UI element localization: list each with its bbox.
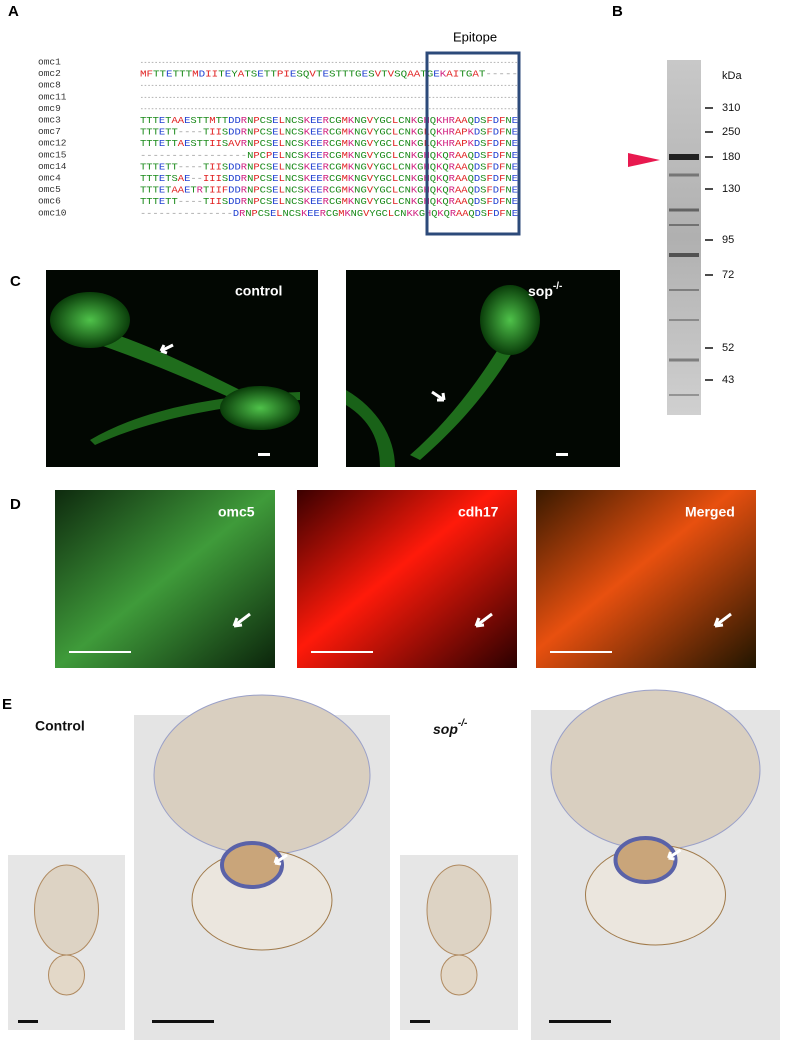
- band: [669, 173, 699, 177]
- scale-bar: [18, 1020, 38, 1023]
- arrow: [273, 853, 288, 866]
- sequence: ----------------------------------------…: [140, 91, 518, 102]
- fluorescence-image: Merged: [536, 490, 756, 668]
- marker-label: 72: [722, 269, 734, 281]
- scale-bar: [311, 651, 373, 653]
- arrow: [713, 612, 732, 628]
- histology-image: [8, 855, 125, 1030]
- scale-bar: [549, 1020, 611, 1023]
- image-label: Merged: [685, 504, 735, 520]
- fluorescence-image: omc5: [55, 490, 275, 668]
- sequence: TTTETT----TIISDDRNPCSELNCSKEERCGMKNGVYGC…: [140, 161, 518, 172]
- marker-label: 43: [722, 374, 734, 386]
- arrow: [667, 848, 682, 861]
- band: [669, 319, 699, 321]
- sequence-name: omc5: [38, 184, 61, 195]
- image-label: sop-/-: [528, 281, 562, 299]
- sequence-name: omc9: [38, 103, 61, 114]
- image-label: sop-/-: [433, 718, 468, 737]
- panel-label: A: [8, 3, 19, 20]
- band: [669, 289, 699, 291]
- sequence-name: omc3: [38, 115, 61, 126]
- sequence: ----------------------------------------…: [140, 80, 518, 91]
- tissue: [48, 954, 85, 996]
- image-label: cdh17: [458, 504, 499, 520]
- tissue: [550, 689, 761, 851]
- sequence-name: omc7: [38, 126, 61, 137]
- sequence: ----------------------------------------…: [140, 57, 518, 68]
- image: [55, 490, 275, 668]
- scale-bar: [69, 651, 131, 653]
- sequence-name: omc2: [38, 68, 61, 79]
- gut: [613, 836, 678, 884]
- western-blot: [667, 60, 701, 415]
- superscript: -/-: [553, 281, 562, 292]
- scale-bar: [152, 1020, 214, 1023]
- label-text: sop: [433, 721, 458, 737]
- sequence-name: omc12: [38, 138, 67, 149]
- marker-label: 130: [722, 183, 740, 195]
- sequence-name: omc15: [38, 149, 67, 160]
- marker-label: 310: [722, 102, 740, 114]
- sequence-name: omc11: [38, 91, 67, 102]
- scale-bar: [550, 651, 612, 653]
- sequence-name: omc6: [38, 196, 61, 207]
- panel-label: E: [2, 696, 12, 713]
- band: [669, 154, 699, 160]
- marker-label: 95: [722, 234, 734, 246]
- epitope-label: Epitope: [453, 29, 497, 44]
- marker-label: 52: [722, 342, 734, 354]
- label-text: sop: [528, 283, 553, 299]
- sequence: TTTETAAETRTIIFDDRNPCSELNCSKEERCGMKNGVYGC…: [140, 184, 518, 195]
- arrow: [232, 612, 251, 628]
- panel-label: D: [10, 496, 21, 513]
- sequence-name: omc4: [38, 173, 61, 184]
- tissue: [153, 694, 371, 856]
- fluorescence-image: [346, 270, 620, 467]
- tissue: [426, 864, 492, 956]
- tissue: [34, 864, 99, 956]
- tissue: [440, 954, 478, 996]
- sequence-name: omc8: [38, 80, 61, 91]
- epitope-box: [425, 51, 521, 236]
- sequence: TTTETAAESTTMTTDDRNPCSELNCSKEERCGMKNGVYGC…: [140, 115, 518, 126]
- band: [669, 358, 699, 362]
- panel-label: C: [10, 273, 21, 290]
- histology-image: [134, 694, 390, 1040]
- sequence: TTTETSAE--IIISDDRNPCSELNCSKEERCGMKNGVYGC…: [140, 173, 518, 184]
- band: [669, 224, 699, 226]
- arrow: [474, 612, 493, 628]
- sequence-name: omc1: [38, 57, 61, 68]
- histology-image: [400, 855, 518, 1030]
- gut: [220, 841, 284, 889]
- image-label: control: [235, 283, 282, 299]
- marker-label: 250: [722, 126, 740, 138]
- unit-label: kDa: [722, 70, 742, 82]
- sequence: TTTETTAESTTIISAVRNPCSELNCSKEERCGMKNGVYGC…: [140, 138, 518, 149]
- sequence: ---------------DRNPCSELNCSKEERCGMKNGVYGC…: [140, 207, 518, 218]
- band: [669, 253, 699, 257]
- sequence-name: omc14: [38, 161, 67, 172]
- image: [297, 490, 517, 668]
- band: [669, 208, 699, 212]
- band: [669, 394, 699, 396]
- histology-image: [531, 689, 780, 1040]
- image-label: Control: [35, 718, 85, 734]
- sequence: MFTTETTTMDIITEYATSETTPIESQVTESTTTGESVTVS…: [140, 68, 518, 79]
- fluorescence-image: cdh17: [297, 490, 517, 668]
- sequence: ----------------------------------------…: [140, 103, 518, 114]
- sequence: TTTETT----TIISDDRNPCSELNCSKEERCGMKNGVYGC…: [140, 196, 518, 207]
- image: [536, 490, 756, 668]
- superscript: -/-: [458, 718, 468, 729]
- marker-label: 180: [722, 151, 740, 163]
- sequence: TTTETT----TIISDDRNPCSELNCSKEERCGMKNGVYGC…: [140, 126, 518, 137]
- scale-bar: [410, 1020, 430, 1023]
- fluorescence-image: [46, 270, 318, 467]
- sequence: -----------------NPCPELNCSKEERCGMKNGVYGC…: [140, 149, 518, 160]
- image-label: omc5: [218, 504, 255, 520]
- sequence-name: omc10: [38, 207, 67, 218]
- panel-label: B: [612, 3, 623, 20]
- arrowhead: [628, 153, 660, 167]
